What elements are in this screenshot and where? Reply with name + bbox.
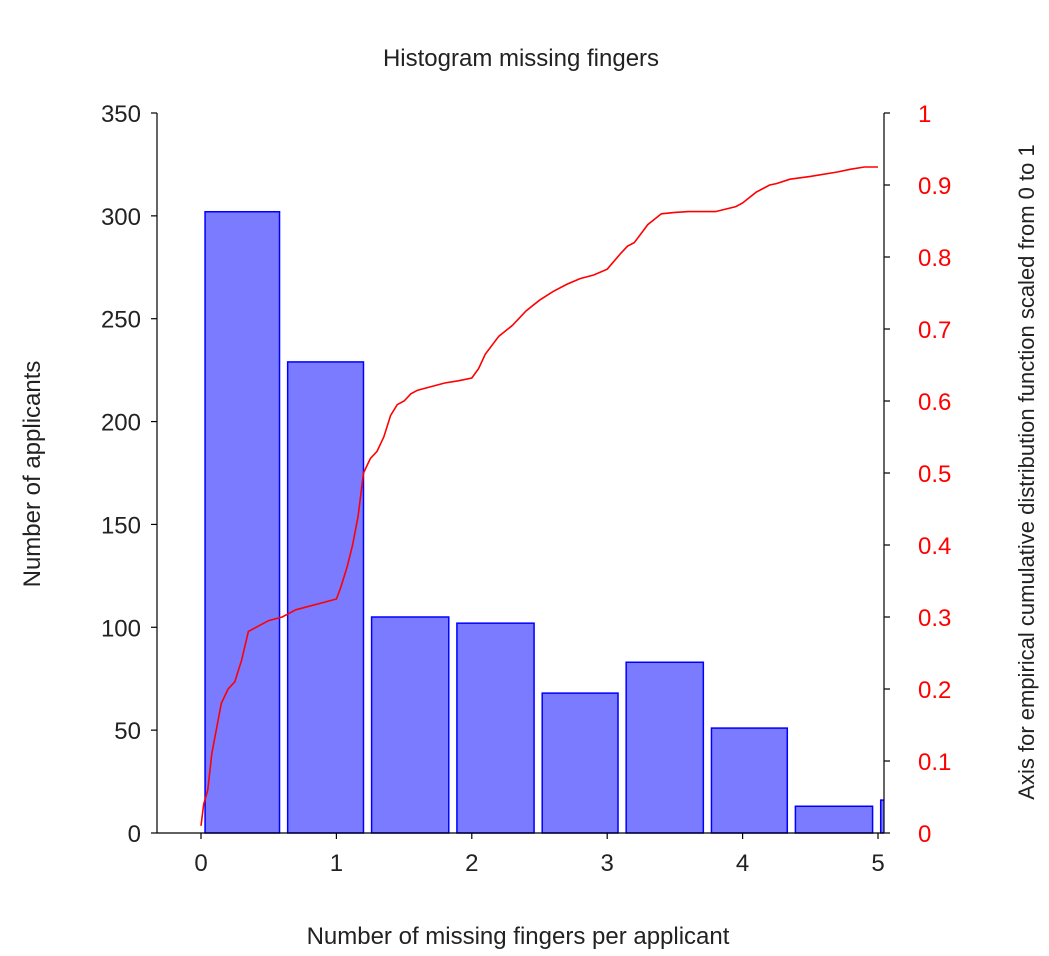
y-left-tick-label-5: 250 <box>101 307 141 334</box>
histogram-bar-1 <box>286 361 365 834</box>
y-right-tick-label-4: 0.4 <box>918 533 951 560</box>
y-axis-title: Number of applicants <box>19 361 46 588</box>
y-right-tick-label-9: 0.9 <box>918 173 951 200</box>
histogram-bar-4 <box>541 692 619 834</box>
histogram-bar-2 <box>370 616 450 834</box>
x-tick-label-1: 1 <box>330 850 343 877</box>
ecdf-line <box>200 166 878 826</box>
histogram-bar-8 <box>879 799 884 834</box>
ecdf-layer <box>200 166 878 826</box>
y-left-tick-label-6: 300 <box>101 204 141 231</box>
x-tick-label-0: 0 <box>194 850 207 877</box>
y-right-axis-title: Axis for empirical cumulative distributi… <box>1014 144 1039 799</box>
y-right-tick-label-1: 0.1 <box>918 749 951 776</box>
axes-layer: 05010015020025030035000.10.20.30.40.50.6… <box>101 101 951 877</box>
histogram-bar-7 <box>794 805 874 834</box>
histogram-bar-5 <box>625 661 705 834</box>
bars-layer <box>204 210 884 834</box>
y-left-tick-label-4: 200 <box>101 410 141 437</box>
histogram-bar-3 <box>456 622 535 834</box>
x-tick-label-2: 2 <box>465 850 478 877</box>
x-tick-label-4: 4 <box>736 850 749 877</box>
y-left-tick-label-2: 100 <box>101 615 141 642</box>
y-right-tick-label-7: 0.7 <box>918 317 951 344</box>
y-left-tick-label-0: 0 <box>128 821 141 848</box>
y-right-tick-label-8: 0.8 <box>918 245 951 272</box>
y-left-tick-label-3: 150 <box>101 512 141 539</box>
histogram-bar-0 <box>204 210 281 834</box>
y-right-tick-label-6: 0.6 <box>918 389 951 416</box>
y-right-tick-label-3: 0.3 <box>918 605 951 632</box>
x-axis-title: Number of missing fingers per applicant <box>307 923 730 950</box>
y-right-tick-label-0: 0 <box>918 821 931 848</box>
x-tick-label-5: 5 <box>871 850 884 877</box>
y-right-tick-label-10: 1 <box>918 101 931 128</box>
y-right-tick-label-5: 0.5 <box>918 461 951 488</box>
x-tick-label-3: 3 <box>601 850 614 877</box>
histogram-bar-6 <box>710 727 789 834</box>
chart-title: Histogram missing fingers <box>383 45 659 72</box>
y-right-tick-label-2: 0.2 <box>918 677 951 704</box>
y-left-tick-label-7: 350 <box>101 101 141 128</box>
y-left-tick-label-1: 50 <box>114 718 141 745</box>
